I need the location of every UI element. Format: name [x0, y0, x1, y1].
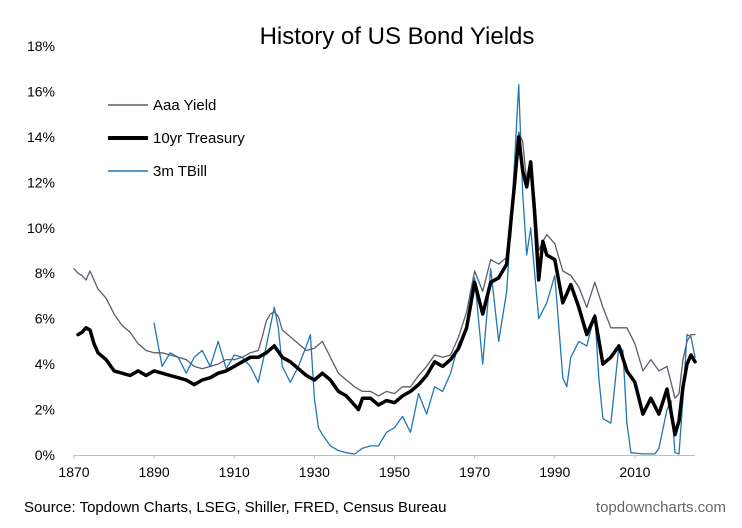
y-tick-label: 6%	[35, 311, 55, 327]
series-line-3m-tbill	[153, 83, 696, 455]
brand-watermark: topdowncharts.com	[596, 499, 726, 516]
y-tick-label: 18%	[27, 38, 55, 54]
y-tick-label: 0%	[35, 447, 55, 463]
x-tick-label: 2010	[619, 464, 650, 480]
x-tick-label: 1970	[459, 464, 490, 480]
chart-title: History of US Bond Yields	[260, 23, 535, 50]
x-axis-ticks: 1870 1890 1910 1930 1950 1970 1990 2010	[58, 455, 651, 480]
source-note: Source: Topdown Charts, LSEG, Shiller, F…	[24, 499, 446, 516]
legend-label: 3m TBill	[153, 163, 207, 180]
x-tick-label: 1910	[219, 464, 250, 480]
y-tick-label: 14%	[27, 129, 55, 145]
legend-label: Aaa Yield	[153, 97, 216, 114]
x-tick-label: 1990	[539, 464, 570, 480]
series-line-aaa-yield	[73, 131, 696, 399]
series-layer	[73, 83, 697, 455]
chart-legend: Aaa Yield 10yr Treasury 3m TBill	[108, 97, 245, 180]
legend-label: 10yr Treasury	[153, 130, 245, 147]
y-tick-label: 8%	[35, 265, 55, 281]
x-tick-label: 1930	[299, 464, 330, 480]
y-axis-ticks: 0% 2% 4% 6% 8% 10% 12% 14% 16% 18%	[27, 38, 55, 463]
y-tick-label: 16%	[27, 83, 55, 99]
x-tick-label: 1870	[58, 464, 89, 480]
x-tick-label: 1890	[139, 464, 170, 480]
y-tick-label: 2%	[35, 402, 55, 418]
x-tick-label: 1950	[379, 464, 410, 480]
y-tick-label: 12%	[27, 174, 55, 190]
y-tick-label: 10%	[27, 220, 55, 236]
series-line-10yr-treasury	[76, 135, 697, 437]
y-tick-label: 4%	[35, 356, 55, 372]
